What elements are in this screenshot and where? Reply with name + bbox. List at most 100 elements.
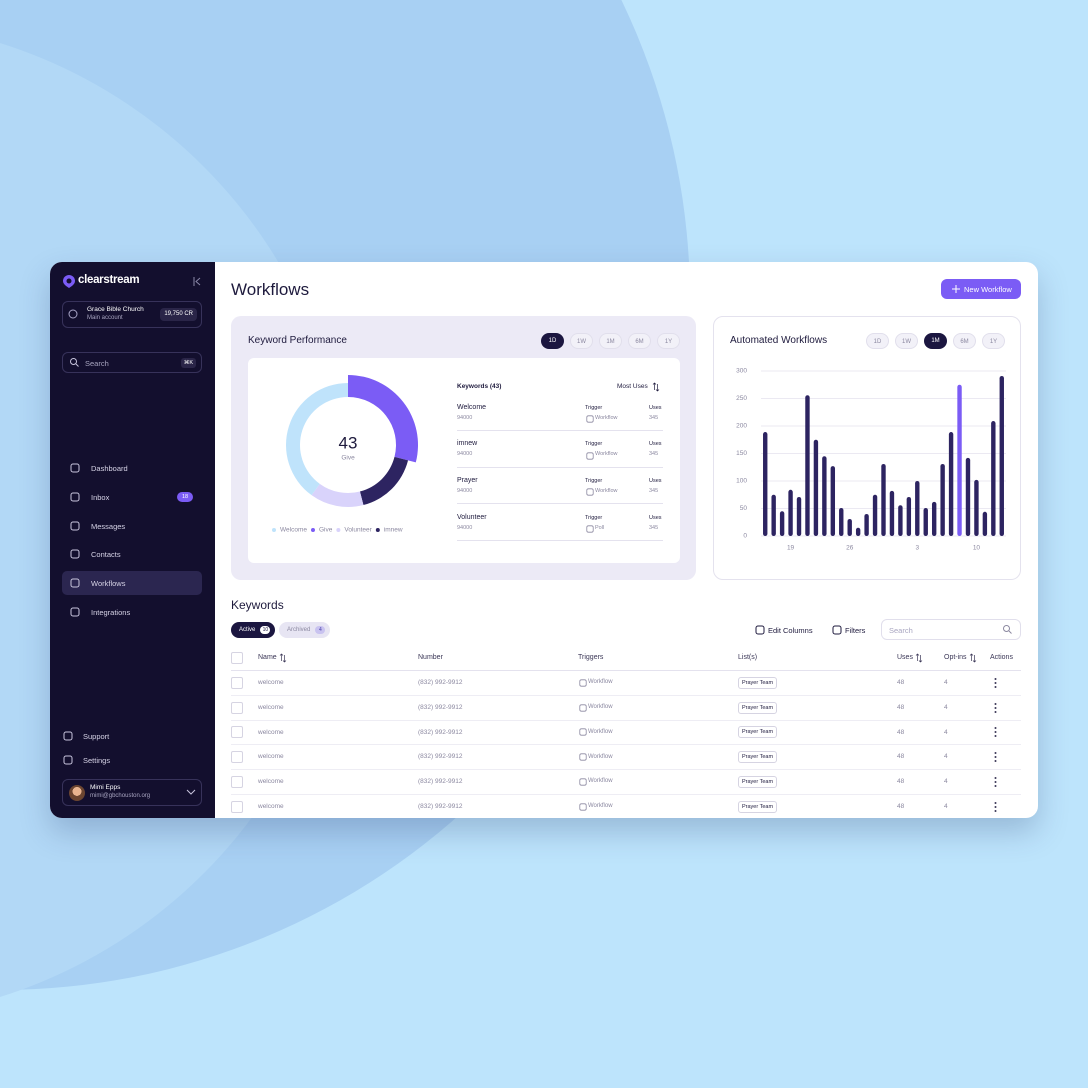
cell-trigger: Workflow (588, 728, 613, 735)
keyword-number: 94000 (457, 414, 473, 421)
card-title: Keyword Performance (248, 335, 347, 346)
bar (779, 511, 785, 536)
cell-number: (832) 992-9912 (418, 703, 463, 711)
range-pill[interactable]: 1W (895, 333, 918, 349)
trigger-value: Workflow (595, 487, 618, 494)
list-pill: Prayer Team (738, 775, 778, 788)
tab[interactable]: Archived 4 (279, 622, 331, 638)
bar (822, 456, 827, 536)
bar (948, 432, 954, 536)
new-workflow-button[interactable]: New Workflow (941, 279, 1021, 299)
row-actions[interactable] (994, 752, 997, 763)
row-actions[interactable] (994, 727, 997, 738)
column-header: Number (418, 653, 443, 661)
row-actions[interactable] (994, 801, 997, 812)
account-switcher[interactable]: Grace Bible Church Main account 19,750 CR (62, 301, 202, 328)
nav-item[interactable]: Inbox 18 (62, 487, 202, 507)
bar (763, 432, 768, 536)
column-header: Opt-ins (944, 653, 967, 661)
icon (70, 463, 80, 473)
footer-item[interactable]: Support (62, 726, 202, 746)
nav-item[interactable]: Integrations (62, 602, 202, 622)
row-actions[interactable] (994, 776, 997, 787)
column-header: Triggers (578, 653, 604, 661)
row-divider (457, 430, 663, 431)
icon-shape (994, 760, 997, 763)
icon (63, 755, 73, 765)
user-email: mimi@gbchouston.org (90, 793, 151, 800)
bar (830, 466, 836, 536)
bar (982, 511, 988, 536)
row-divider (231, 695, 1021, 696)
cell-name: welcome (258, 679, 284, 687)
icon-shape (994, 727, 997, 730)
trigger-header: Trigger (585, 441, 603, 448)
icon (832, 625, 842, 635)
y-tick-label: 250 (736, 395, 747, 402)
icon-shape (994, 682, 997, 684)
range-pill[interactable]: 1Y (982, 333, 1005, 349)
icon (70, 549, 80, 559)
icon-shape (586, 488, 594, 496)
search-placeholder: Search (889, 625, 913, 635)
row-actions[interactable] (994, 702, 997, 713)
nav-label: Contacts (91, 549, 121, 559)
bar (931, 501, 937, 536)
footer-item[interactable]: Settings (62, 750, 202, 770)
edit-columns[interactable]: Edit Columns (768, 625, 813, 635)
icon-shape (969, 653, 977, 663)
y-tick-label: 100 (736, 478, 747, 485)
sort-icon (915, 653, 923, 663)
nav-label: Workflows (91, 578, 126, 588)
range-pill[interactable]: 1Y (657, 333, 680, 349)
checkbox[interactable] (231, 800, 243, 813)
row-actions[interactable] (994, 678, 997, 688)
checkbox[interactable] (231, 751, 243, 764)
icon (586, 415, 594, 423)
table-search[interactable]: Search (881, 619, 1021, 640)
checkbox[interactable] (231, 677, 243, 689)
nav-item[interactable]: Messages (62, 516, 202, 536)
collapse-icon (193, 277, 201, 286)
range-pill[interactable]: 6M (953, 333, 976, 349)
range-pill[interactable]: 1D (541, 333, 564, 349)
icon (579, 679, 587, 687)
nav-active-bg (62, 571, 202, 595)
icon-shape (1003, 625, 1010, 632)
nav-item[interactable]: Workflows (62, 573, 202, 593)
filters[interactable]: Filters (845, 625, 866, 635)
cell-number: (832) 992-9912 (418, 679, 463, 687)
range-pill[interactable]: 1W (570, 333, 593, 349)
tab[interactable]: Active 10 (231, 622, 276, 638)
range-pill[interactable]: 6M (628, 333, 651, 349)
uses-value: 345 (649, 524, 659, 531)
uses-value: 345 (649, 414, 659, 421)
checkbox[interactable] (231, 775, 243, 788)
checkbox[interactable] (231, 652, 243, 664)
icon-shape (63, 731, 73, 741)
cell-number: (832) 992-9912 (418, 753, 463, 761)
legend-dot (272, 528, 276, 532)
icon (755, 625, 765, 635)
range-pill[interactable]: 1M (924, 333, 947, 349)
range-pill[interactable]: 1M (599, 333, 622, 349)
checkbox[interactable] (231, 726, 243, 739)
nav-item[interactable]: Dashboard (62, 458, 202, 478)
x-tick-label: 10 (973, 545, 981, 552)
checkbox[interactable] (231, 701, 243, 714)
search-box[interactable]: Search ⌘K (62, 352, 202, 373)
list-pill: Prayer Team (738, 726, 778, 739)
bar (906, 496, 912, 536)
keyword-name: Welcome (457, 403, 487, 411)
bar (957, 384, 962, 536)
icon (579, 704, 587, 712)
button-label: New Workflow (964, 284, 1012, 294)
icon-shape (994, 731, 997, 734)
user-menu[interactable]: Mimi Epps mimi@gbchouston.org (62, 779, 202, 806)
account-name: Grace Bible Church (87, 306, 144, 314)
nav-item[interactable]: Contacts (62, 544, 202, 564)
bar (847, 518, 852, 536)
list-sort: Most Uses (617, 383, 648, 391)
footer-label: Settings (83, 755, 111, 765)
range-pill[interactable]: 1D (866, 333, 889, 349)
